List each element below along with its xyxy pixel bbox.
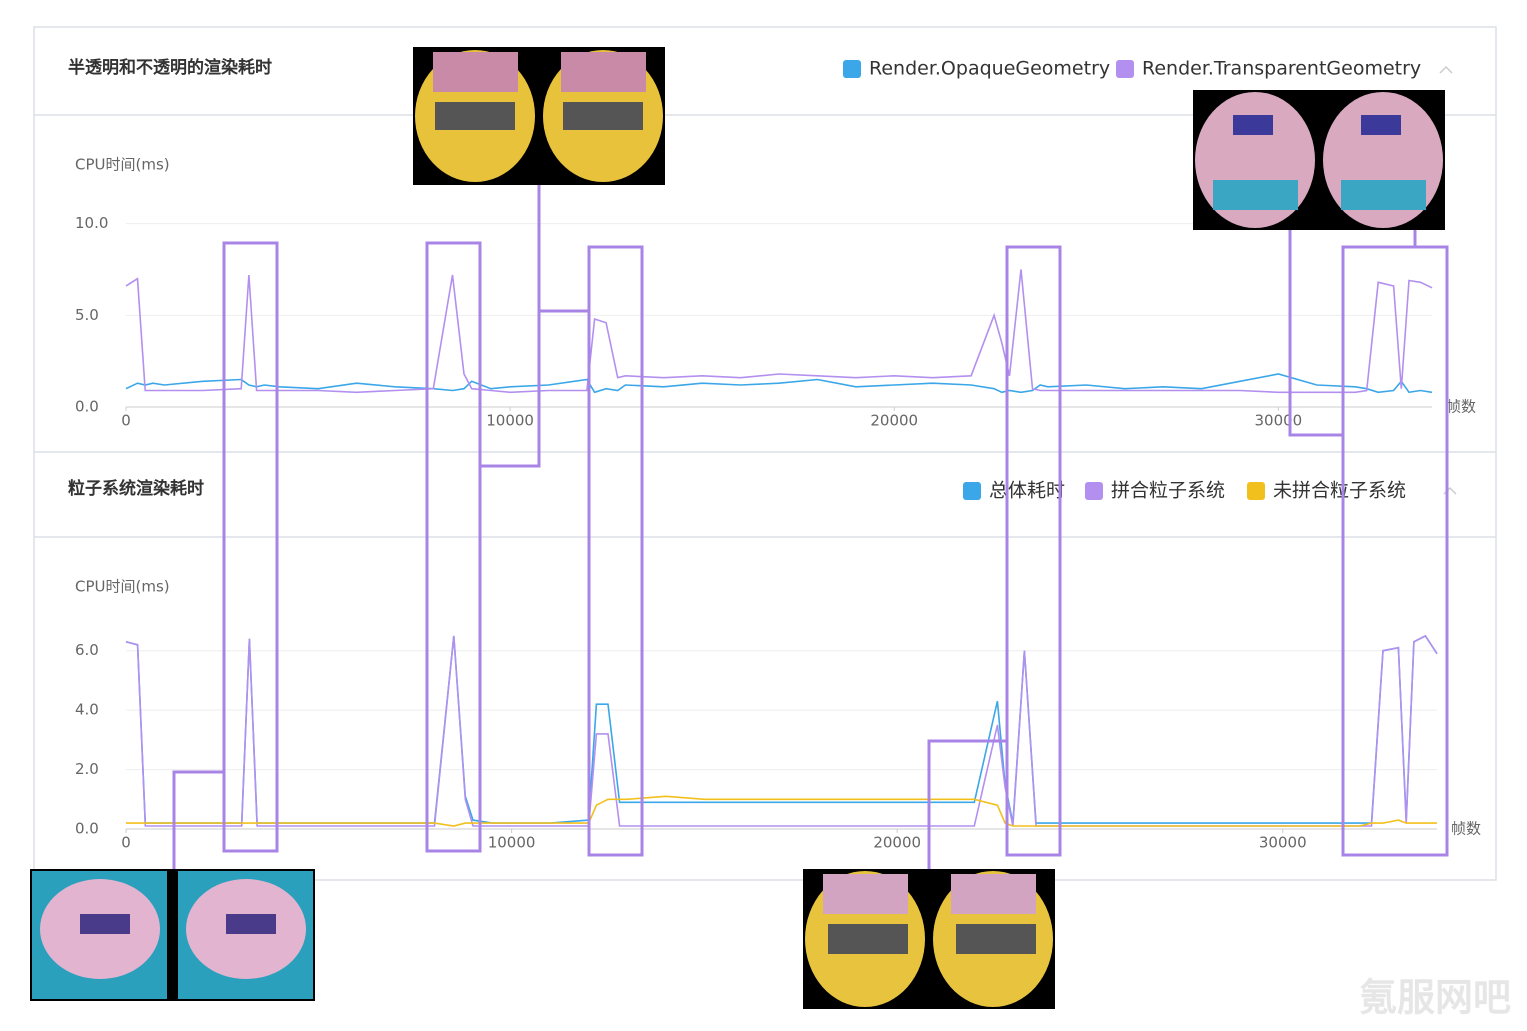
legend-label: 拼合粒子系统 (1111, 480, 1225, 502)
y-tick-label: 4.0 (75, 701, 99, 719)
x-tick-label: 30000 (1259, 834, 1307, 852)
legend-swatch[interactable] (1247, 482, 1265, 500)
legend-swatch[interactable] (1085, 482, 1103, 500)
x-tick-label: 30000 (1254, 412, 1302, 430)
series-line (125, 634, 1438, 824)
x-axis-label: 帧数 (1451, 820, 1481, 838)
x-tick-label: 20000 (870, 412, 918, 430)
y-tick-label: 5.0 (75, 306, 99, 324)
legend-swatch[interactable] (843, 60, 861, 78)
legend-swatch[interactable] (1116, 60, 1134, 78)
x-tick-label: 20000 (873, 834, 921, 852)
annotation-boxes (172, 185, 1449, 870)
legend-label: 未拼合粒子系统 (1273, 480, 1406, 502)
y-axis-label: CPU时间(ms) (75, 578, 170, 596)
series-line (126, 795, 1437, 827)
watermark: 氪服网吧 (1359, 976, 1511, 1020)
y-tick-label: 0.0 (75, 398, 99, 416)
legend-label: Render.OpaqueGeometry (869, 58, 1110, 80)
y-tick-label: 10.0 (75, 214, 108, 232)
x-tick-label: 0 (121, 412, 131, 430)
series-line (125, 634, 1438, 827)
y-tick-label: 0.0 (75, 820, 99, 838)
x-axis-label: 帧数 (1446, 398, 1476, 416)
chart-title: 粒子系统渲染耗时 (68, 478, 204, 499)
x-tick-label: 0 (121, 834, 131, 852)
x-tick-label: 10000 (488, 834, 536, 852)
legend-swatch[interactable] (963, 482, 981, 500)
vr-screenshots (30, 47, 1445, 1009)
y-axis-label: CPU时间(ms) (75, 156, 170, 174)
chart-title: 半透明和不透明的渲染耗时 (68, 57, 272, 78)
series-line (125, 269, 1433, 394)
x-tick-label: 10000 (486, 412, 534, 430)
legend-label: Render.TransparentGeometry (1142, 58, 1421, 80)
y-tick-label: 6.0 (75, 641, 99, 659)
legend-label: 总体耗时 (989, 480, 1065, 502)
y-tick-label: 2.0 (75, 760, 99, 778)
series-line (125, 373, 1433, 394)
